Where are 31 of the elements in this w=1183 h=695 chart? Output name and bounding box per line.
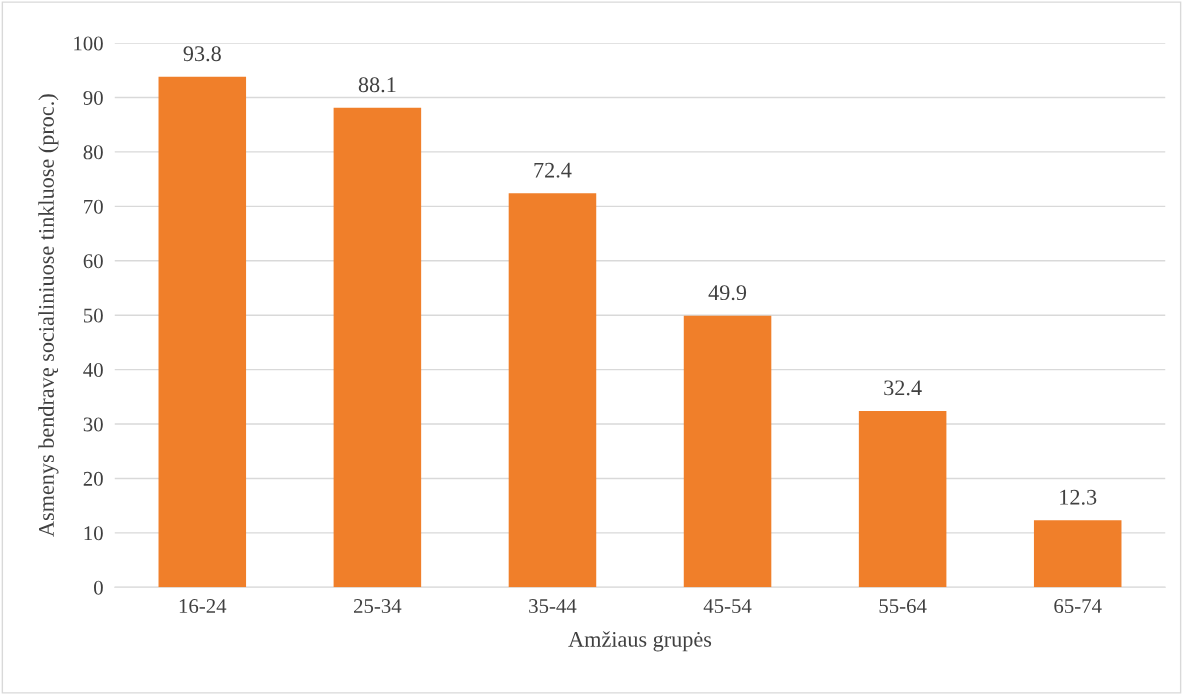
x-tick-label: 16-24 <box>179 599 227 614</box>
y-tick-label: 90 <box>83 90 103 105</box>
bar <box>858 410 947 588</box>
x-tick-label: 45-54 <box>703 599 752 614</box>
data-label: 93.8 <box>183 46 221 62</box>
y-tick-label: 30 <box>83 417 103 432</box>
y-tick-label: 50 <box>84 308 103 323</box>
x-axis-title: Amžiaus grupės <box>568 631 712 652</box>
data-label: 32.4 <box>884 380 922 396</box>
bar <box>333 107 422 588</box>
bar <box>508 193 597 588</box>
data-label: 12.3 <box>1060 489 1097 505</box>
x-tick-label: 35-44 <box>529 599 577 614</box>
bar <box>683 315 772 588</box>
y-tick-label: 40 <box>83 362 103 378</box>
x-tick-label: 65-74 <box>1054 599 1102 614</box>
y-tick-label: 100 <box>74 36 103 51</box>
data-label: 49.9 <box>708 285 747 301</box>
x-tick-label: 55-64 <box>879 599 927 614</box>
y-tick-label: 60 <box>83 254 103 269</box>
y-tick-label: 10 <box>84 526 103 541</box>
bar <box>158 76 247 588</box>
y-tick-label: 70 <box>84 199 103 214</box>
data-label: 72.4 <box>534 162 572 178</box>
bar <box>1033 520 1122 588</box>
y-tick-label: 20 <box>83 471 103 486</box>
data-label: 88.1 <box>358 77 396 93</box>
y-axis-title: Asmenys bendravę socialiniuose tinkluose (proc.) <box>38 94 59 537</box>
y-tick-label: 80 <box>83 145 103 160</box>
y-tick-label: 0 <box>94 580 103 595</box>
x-tick-label: 25-34 <box>353 599 402 614</box>
